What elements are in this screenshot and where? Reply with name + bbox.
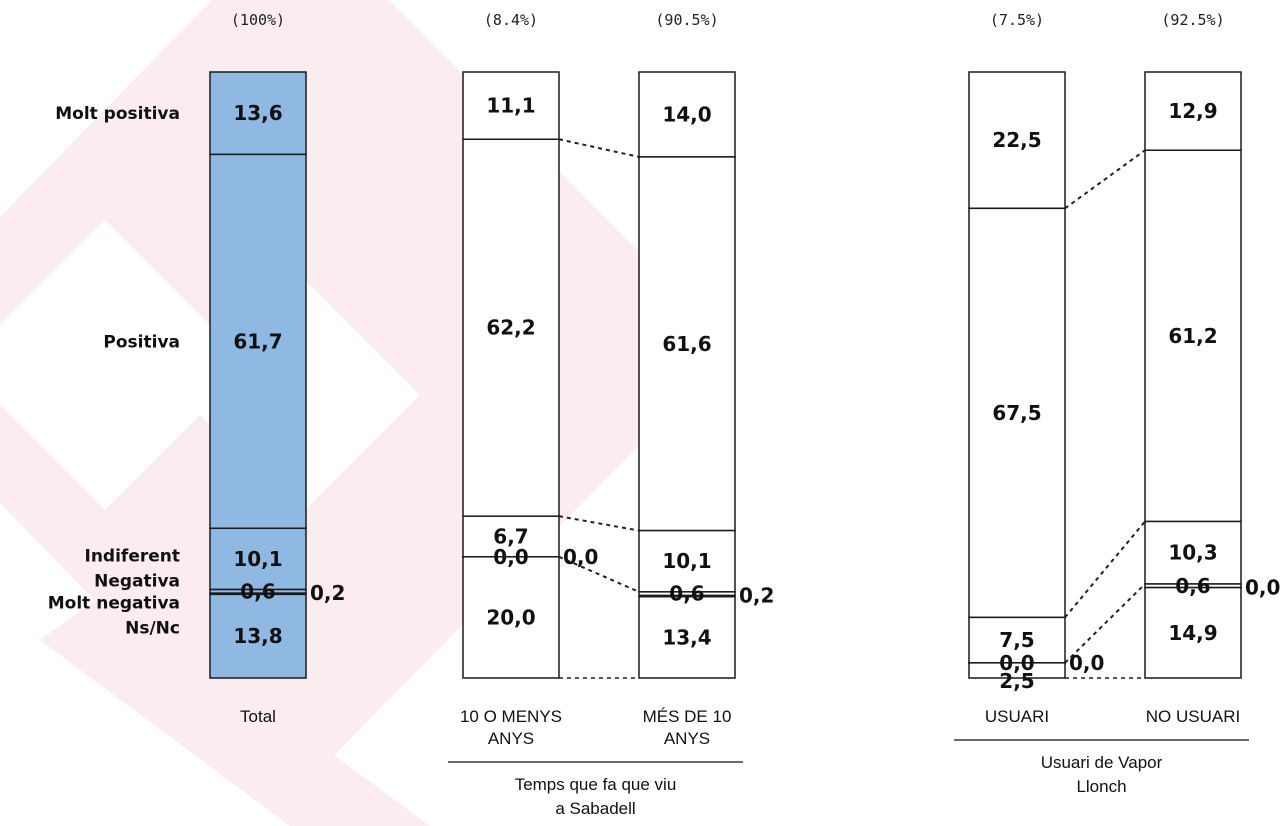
bar-segment-usuari-ns-nc: [968, 662, 1066, 679]
data-label-10-o-menys-anys-indiferent: 6,7: [493, 524, 528, 548]
row-label-indiferent: Indiferent: [85, 546, 181, 566]
category-label-10-o-menys-anys: ANYS: [488, 729, 534, 748]
bar-share-label: (90.5%): [655, 11, 718, 29]
data-label-usuari-positiva: 67,5: [992, 401, 1041, 425]
group-label: Temps que fa que viu: [515, 775, 677, 794]
bar-share-label: (8.4%): [484, 11, 538, 29]
bar-segment-usuari-indiferent: [968, 616, 1066, 664]
connector-line: [1064, 520, 1146, 619]
bar-segment-10-o-menys-anys-positiva: [462, 138, 560, 517]
category-label-usuari: USUARI: [985, 707, 1049, 726]
bar-share-label: (100%): [231, 11, 285, 29]
group-label: Llonch: [1076, 777, 1126, 796]
watermark-shape-inner-left: [0, 220, 250, 510]
data-label-no-usuari-indiferent: 10,3: [1168, 541, 1217, 565]
row-label-molt-negativa: Molt negativa: [48, 593, 180, 613]
bar-segment-usuari-positiva: [968, 207, 1066, 619]
category-label-mes-de-10-anys: MÉS DE 10: [643, 707, 732, 726]
data-label-mes-de-10-anys-molt-positiva: 14,0: [662, 102, 711, 126]
data-label-total-positiva: 61,7: [233, 329, 282, 353]
data-label-no-usuari-negativa: 0,6: [1175, 574, 1210, 598]
data-label-total-molt-negativa: 0,2: [310, 581, 345, 605]
row-label-molt-positiva: Molt positiva: [55, 104, 180, 124]
connector-line: [558, 515, 640, 532]
bar-segment-mes-de-10-anys-positiva: [638, 156, 736, 532]
data-label-usuari-negativa: 0,0: [999, 651, 1034, 675]
connector-line: [1064, 149, 1146, 210]
row-label-negativa: Negativa: [94, 571, 180, 591]
row-label-ns-nc: Ns/Nc: [125, 618, 180, 638]
data-label-10-o-menys-anys-positiva: 62,2: [486, 316, 535, 340]
data-label-10-o-menys-anys-ns-nc: 20,0: [486, 605, 535, 629]
row-label-positiva: Positiva: [103, 332, 180, 352]
data-label-no-usuari-molt-negativa: 0,0: [1245, 576, 1280, 600]
data-label-mes-de-10-anys-ns-nc: 13,4: [662, 625, 711, 649]
data-label-mes-de-10-anys-positiva: 61,6: [662, 332, 711, 356]
data-label-usuari-indiferent: 7,5: [999, 628, 1034, 652]
data-label-mes-de-10-anys-indiferent: 10,1: [662, 549, 711, 573]
data-label-mes-de-10-anys-negativa: 0,6: [669, 582, 704, 606]
bar-segment-10-o-menys-anys-indiferent: [462, 515, 560, 558]
category-label-mes-de-10-anys: ANYS: [664, 729, 710, 748]
data-label-10-o-menys-anys-molt-negativa: 0,0: [563, 545, 598, 569]
bar-segment-total-ns-nc: [209, 593, 307, 679]
bar-segment-10-o-menys-anys-ns-nc: [462, 556, 560, 679]
data-label-usuari-ns-nc: 2,5: [999, 669, 1034, 693]
connector-line: [558, 138, 640, 158]
connector-line: [558, 555, 640, 593]
data-label-no-usuari-molt-positiva: 12,9: [1168, 99, 1217, 123]
watermark-shape-lower: [40, 590, 430, 826]
connector-line: [1064, 583, 1146, 664]
bar-share-label: (92.5%): [1161, 11, 1224, 29]
group-label: Usuari de Vapor: [1041, 753, 1163, 772]
data-label-total-indiferent: 10,1: [233, 547, 282, 571]
data-label-total-negativa: 0,6: [240, 579, 275, 603]
category-label-total: Total: [240, 707, 276, 726]
data-label-usuari-molt-negativa: 0,0: [1069, 651, 1104, 675]
bar-segment-total-molt-positiva: [209, 71, 307, 156]
data-label-usuari-molt-positiva: 22,5: [992, 128, 1041, 152]
data-label-total-molt-positiva: 13,6: [233, 101, 282, 125]
data-label-no-usuari-ns-nc: 14,9: [1168, 621, 1217, 645]
bar-segment-no-usuari-molt-positiva: [1144, 71, 1242, 152]
group-label: a Sabadell: [555, 799, 635, 818]
category-label-10-o-menys-anys: 10 O MENYS: [460, 707, 562, 726]
data-label-no-usuari-positiva: 61,2: [1168, 324, 1217, 348]
bar-segment-no-usuari-ns-nc: [1144, 586, 1242, 679]
bar-segment-total-positiva: [209, 153, 307, 530]
data-label-10-o-menys-anys-negativa: 0,0: [493, 545, 528, 569]
bar-segment-no-usuari-positiva: [1144, 149, 1242, 523]
bar-segment-10-o-menys-anys-molt-positiva: [462, 71, 560, 141]
data-label-mes-de-10-anys-molt-negativa: 0,2: [739, 584, 774, 608]
bar-segment-mes-de-10-anys-ns-nc: [638, 595, 736, 679]
data-label-10-o-menys-anys-molt-positiva: 11,1: [486, 94, 535, 118]
bar-share-label: (7.5%): [990, 11, 1044, 29]
bar-segment-no-usuari-indiferent: [1144, 520, 1242, 585]
bar-segment-total-indiferent: [209, 527, 307, 591]
category-label-no-usuari: NO USUARI: [1146, 707, 1240, 726]
data-label-total-ns-nc: 13,8: [233, 624, 282, 648]
